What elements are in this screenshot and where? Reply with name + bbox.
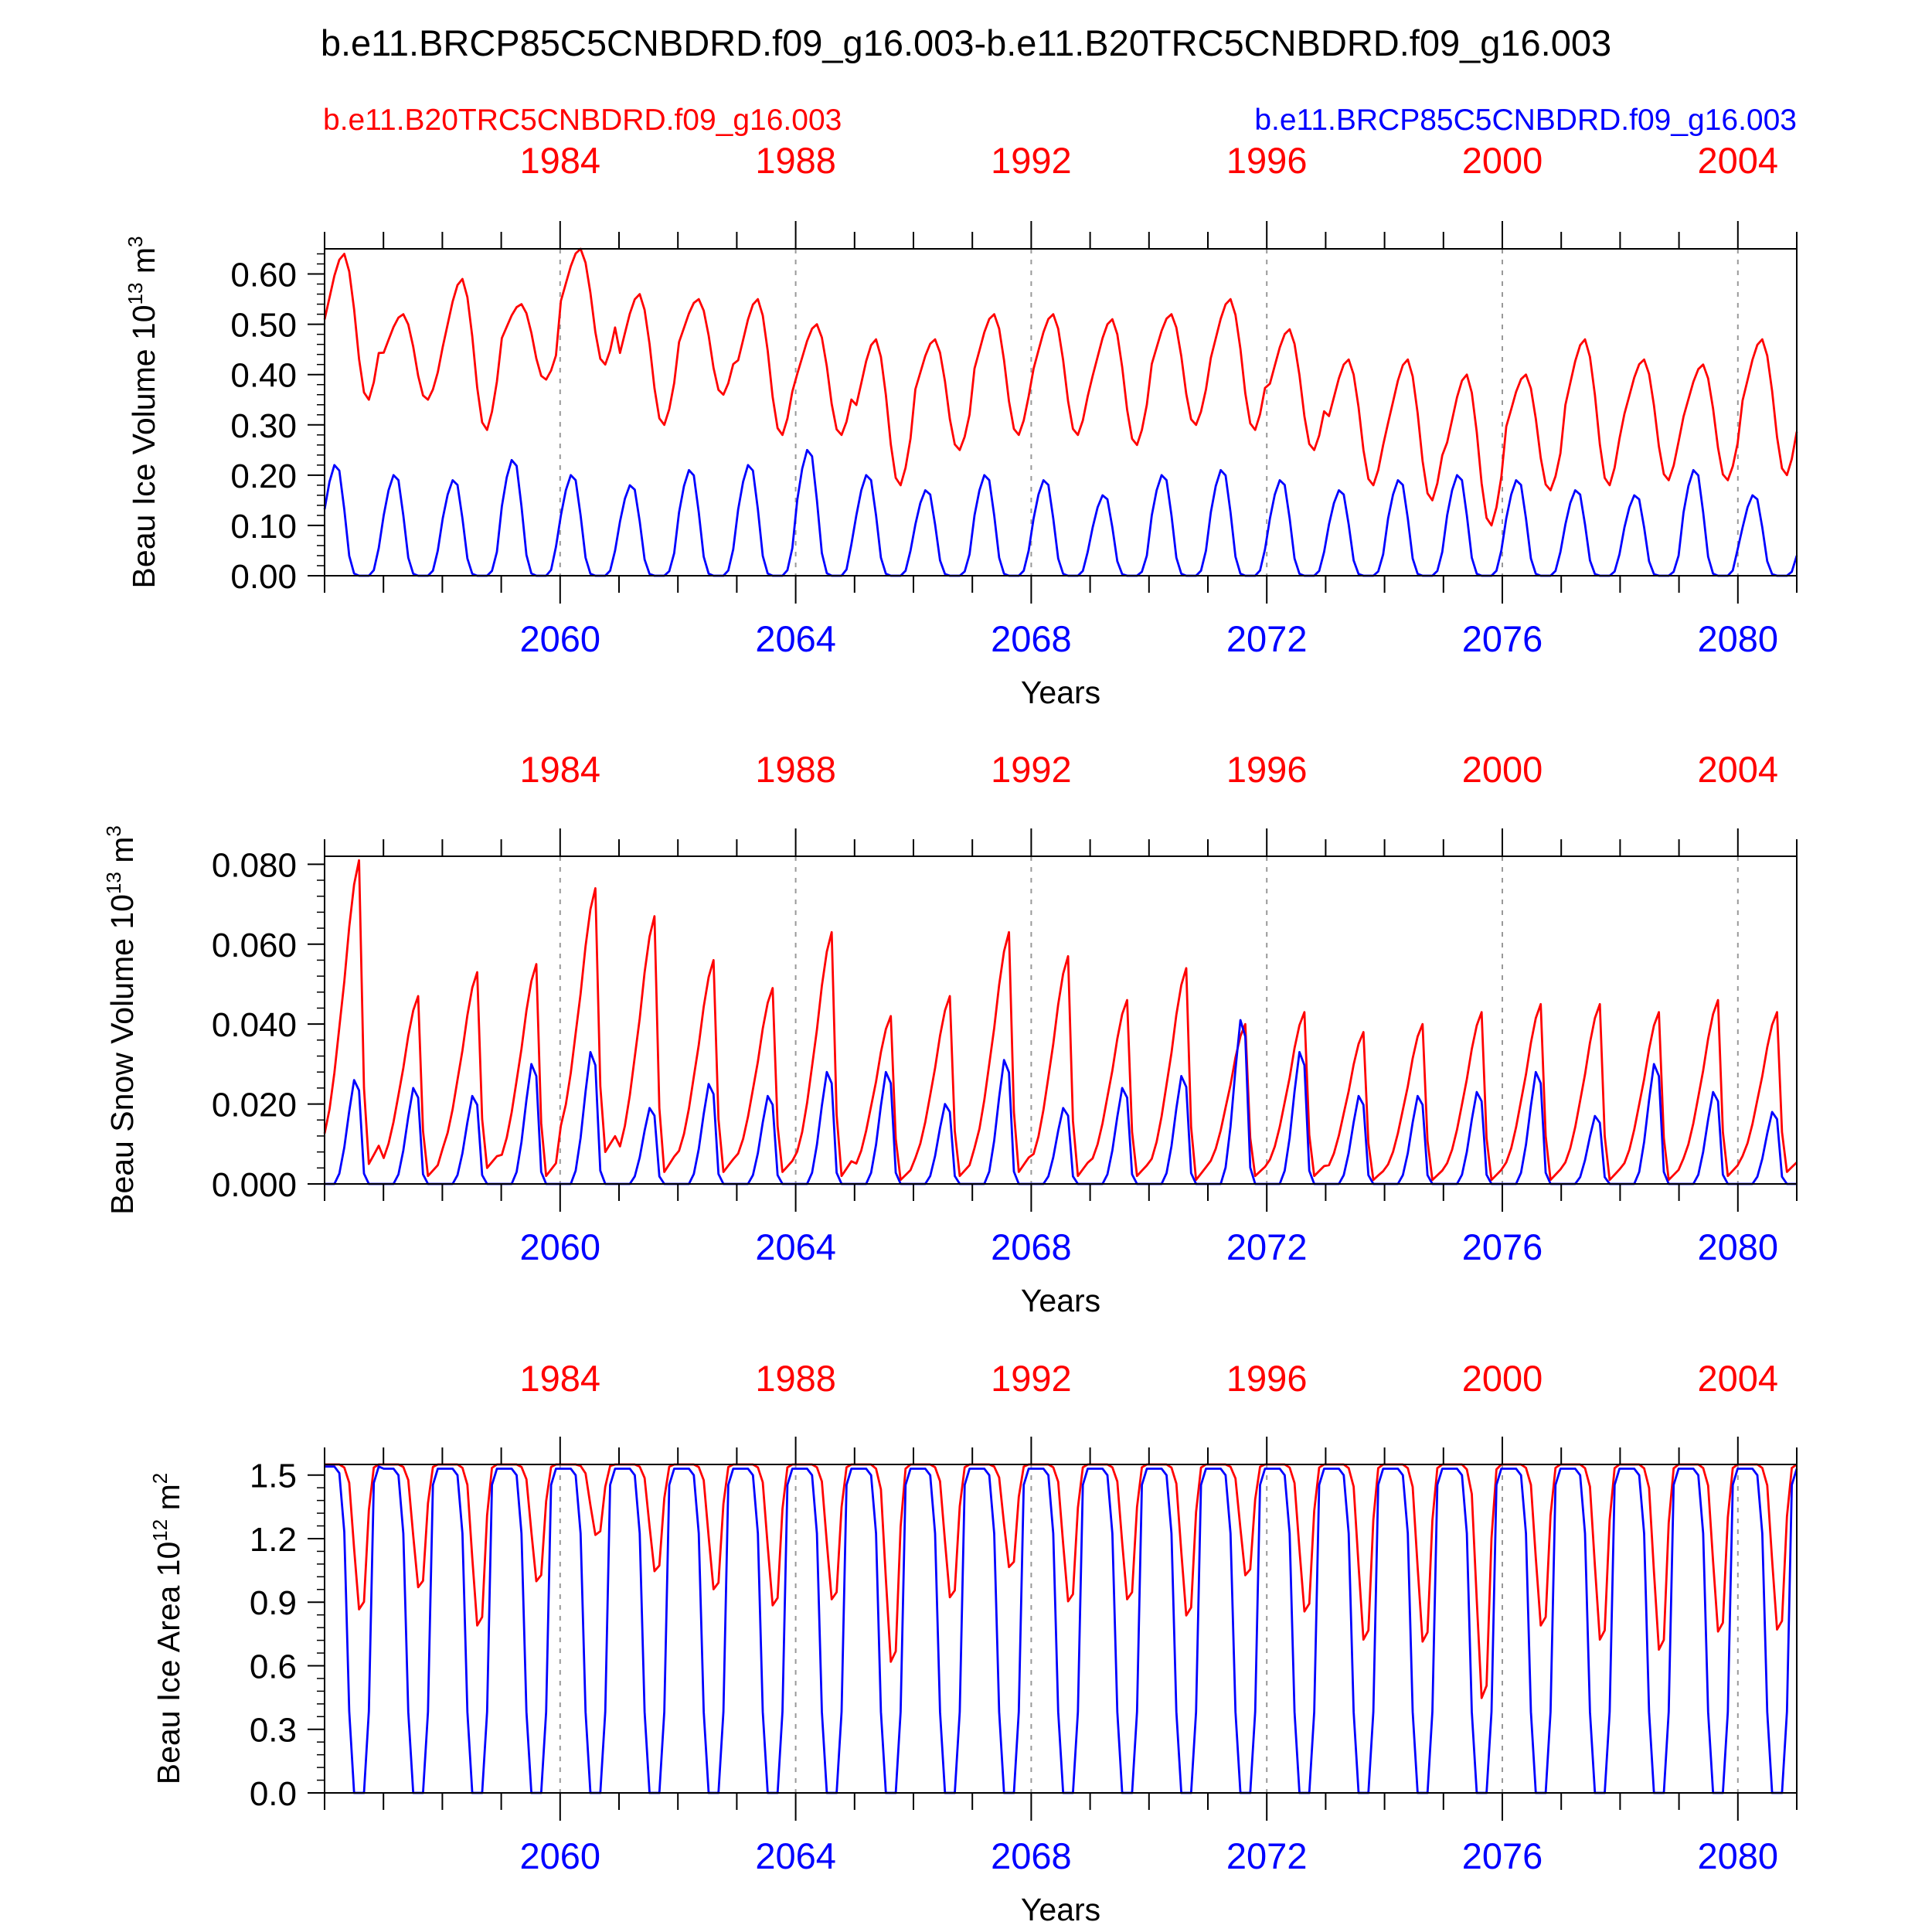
series-red-line [323,859,1798,1182]
series-red-line [325,1463,1798,1699]
x-axis-label: Years [1021,1283,1100,1318]
x-bottom-tick-label: 2064 [755,1835,836,1876]
y-tick-label: 0.080 [212,846,297,884]
x-top-tick-label: 1984 [520,749,601,790]
y-tick-label: 0.20 [230,457,297,495]
plot-frame [324,248,1798,577]
x-bottom-tick-label: 2060 [520,618,601,659]
y-tick-label: 0.000 [212,1166,297,1204]
x-top-tick-label: 2000 [1462,749,1543,790]
x-bottom-tick-label: 2060 [520,1226,601,1267]
y-tick-label: 0.3 [250,1712,297,1750]
x-top-tick-label: 2000 [1462,140,1543,181]
x-bottom-tick-label: 2080 [1698,1835,1779,1876]
y-tick-label: 1.2 [250,1521,297,1559]
x-bottom-tick-label: 2080 [1698,1226,1779,1267]
plot-frame [324,855,1798,1185]
y-tick-label: 0.50 [230,307,297,345]
x-bottom-tick-label: 2080 [1698,618,1779,659]
y-tick-label: 0.60 [230,257,297,294]
x-bottom-tick-label: 2072 [1226,618,1308,659]
x-top-tick-label: 1988 [755,140,836,181]
y-axis-label: Beau Ice Area 1012 m2 [148,1473,186,1785]
x-top-tick-label: 2004 [1698,749,1779,790]
x-bottom-tick-label: 2064 [755,1226,836,1267]
x-bottom-tick-label: 2076 [1462,618,1543,659]
legend-left-label: b.e11.B20TRC5CNBDRD.f09_g16.003 [323,104,842,137]
x-top-tick-label: 1992 [991,140,1072,181]
y-tick-label: 0.060 [212,927,297,964]
panel-1: 0.00 0.10 0.20 0.30 0.40 0.50 0.60 2060 2064 2068… [124,140,1798,710]
plot-frame [324,1464,1798,1794]
y-tick-label: 0.040 [212,1006,297,1044]
y-tick-label: 0.10 [230,508,297,546]
x-top-tick-label: 1996 [1226,749,1308,790]
y-tick-label: 0.020 [212,1087,297,1124]
x-top-tick-label: 1984 [520,140,601,181]
x-bottom-tick-label: 2068 [991,1226,1072,1267]
x-top-tick-label: 1988 [755,749,836,790]
x-bottom-tick-label: 2072 [1226,1835,1308,1876]
x-bottom-tick-label: 2060 [520,1835,601,1876]
x-bottom-tick-label: 2076 [1462,1226,1543,1267]
x-top-tick-label: 2004 [1698,1358,1779,1399]
x-axis-label: Years [1021,1892,1100,1927]
x-top-tick-label: 2000 [1462,1358,1543,1399]
series-blue-line [325,1465,1798,1794]
x-top-tick-label: 2004 [1698,140,1779,181]
y-tick-label: 0.6 [250,1648,297,1685]
figure-title: b.e11.BRCP85C5CNBDRD.f09_g16.003-b.e11.B… [321,22,1611,63]
y-tick-label: 0.0 [250,1775,297,1813]
x-top-tick-label: 1996 [1226,1358,1308,1399]
x-bottom-tick-label: 2076 [1462,1835,1543,1876]
x-bottom-tick-label: 2068 [991,1835,1072,1876]
x-bottom-tick-label: 2068 [991,618,1072,659]
y-tick-label: 0.00 [230,558,297,596]
x-top-tick-label: 1996 [1226,140,1308,181]
panel-2: 0.000 0.020 0.040 0.060 0.080 2060 2064 2068 207… [102,749,1798,1318]
y-axis-label: Beau Ice Volume 1013 m3 [124,236,162,589]
series-blue-line [323,448,1798,577]
x-top-tick-label: 1992 [991,749,1072,790]
x-bottom-tick-label: 2064 [755,618,836,659]
y-tick-label: 0.40 [230,357,297,395]
series-red-line [323,247,1798,527]
x-top-tick-label: 1984 [520,1358,601,1399]
y-tick-label: 0.9 [250,1584,297,1622]
x-axis-label: Years [1021,675,1100,710]
x-top-tick-label: 1988 [755,1358,836,1399]
y-tick-label: 0.30 [230,407,297,445]
x-bottom-tick-label: 2072 [1226,1226,1308,1267]
x-top-tick-label: 1992 [991,1358,1072,1399]
y-axis-label: Beau Snow Volume 1013 m3 [102,825,140,1215]
panel-3: 0.0 0.3 0.6 0.9 1.2 1.5 2060 2064 2068 2072 2076 20… [148,1358,1798,1927]
legend-right-label: b.e11.BRCP85C5CNBDRD.f09_g16.003 [1254,104,1797,137]
y-tick-label: 1.5 [250,1458,297,1495]
